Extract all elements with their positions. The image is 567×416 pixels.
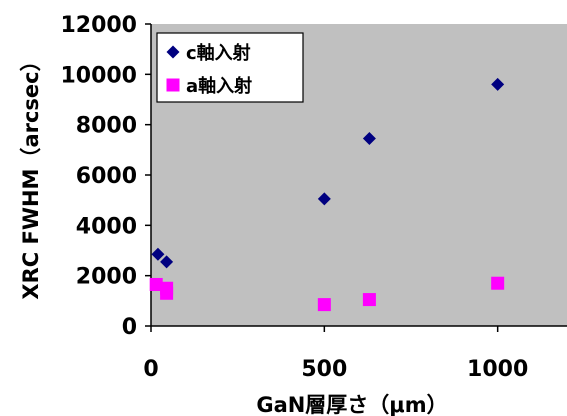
- y-tick-label: 6000: [76, 164, 137, 189]
- a-axis-point: [317, 298, 331, 312]
- x-axis: 0 500 1000: [143, 325, 567, 382]
- legend: c軸入射 a軸入射: [156, 32, 304, 103]
- y-tick-label: 8000: [76, 114, 137, 139]
- c-axis-point: [362, 132, 376, 146]
- c-axis-point: [151, 247, 165, 261]
- x-tick-label: 1000: [467, 357, 528, 382]
- legend-label: a軸入射: [186, 75, 252, 97]
- a-axis-point: [149, 277, 163, 291]
- a-axis-point: [362, 293, 376, 307]
- legend-label: c軸入射: [186, 42, 251, 64]
- y-tick-label: 4000: [76, 214, 137, 239]
- c-axis-point: [491, 77, 505, 91]
- a-axis-point: [160, 286, 174, 300]
- y-axis-title: XRC FWHM（arcsec）: [19, 50, 43, 299]
- a-axis-point: [491, 276, 505, 290]
- x-tick-label: 500: [301, 357, 347, 382]
- x-axis-title: GaN層厚さ（μm）: [256, 393, 447, 416]
- x-tick-label: 0: [143, 357, 158, 382]
- y-tick-label: 2000: [76, 265, 137, 290]
- y-tick-label: 12000: [60, 13, 137, 38]
- c-axis-point: [160, 255, 174, 269]
- y-tick-label: 10000: [60, 63, 137, 88]
- c-axis-point: [317, 192, 331, 206]
- legend-marker: [166, 78, 180, 92]
- legend-box: [156, 32, 304, 103]
- y-axis: 0 2000 4000 6000 8000 10000 12000: [60, 13, 152, 340]
- data-points: [149, 77, 505, 312]
- legend-marker: [166, 45, 180, 59]
- y-tick-label: 0: [122, 315, 137, 340]
